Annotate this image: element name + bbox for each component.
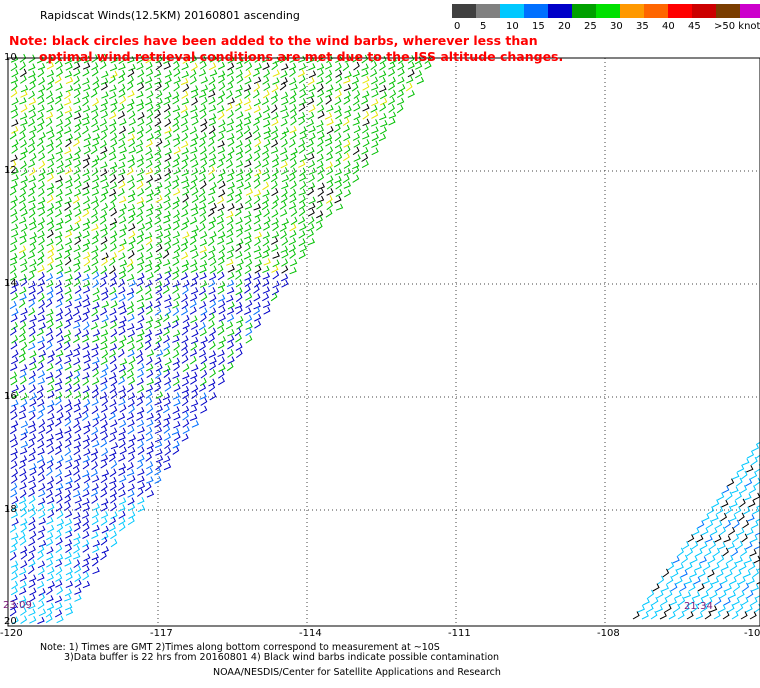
legend-swatch <box>500 4 524 18</box>
longitude-tick: -108 <box>597 628 620 639</box>
map-title: Rapidscat Winds(12.5KM) 20160801 ascendi… <box>40 9 300 22</box>
latitude-tick: 14 <box>4 278 17 289</box>
legend-label: 10 <box>506 21 519 32</box>
legend-label: 0 <box>454 21 461 32</box>
time-label-right: 21:34 <box>684 601 713 612</box>
legend-label: 20 <box>558 21 571 32</box>
longitude-tick: -117 <box>150 628 173 639</box>
legend-label: 35 <box>636 21 649 32</box>
legend-swatch <box>572 4 596 18</box>
legend-label: 25 <box>584 21 597 32</box>
footer-credit: NOAA/NESDIS/Center for Satellite Applica… <box>213 667 501 678</box>
legend-label: 40 <box>662 21 675 32</box>
legend-swatch <box>668 4 692 18</box>
legend-label: 30 <box>610 21 623 32</box>
legend-label: 45 <box>688 21 701 32</box>
legend-label: 15 <box>532 21 545 32</box>
legend-color-bar <box>452 4 760 18</box>
legend-swatch <box>716 4 740 18</box>
legend-swatch <box>548 4 572 18</box>
longitude-tick: -105 <box>744 628 760 639</box>
latitude-tick: 16 <box>4 391 17 402</box>
latitude-tick: 20 <box>4 616 17 627</box>
note-line-2: optimal wind retrieval conditions are me… <box>39 49 564 64</box>
legend-swatch <box>476 4 500 18</box>
legend-swatch <box>524 4 548 18</box>
longitude-tick: -114 <box>299 628 322 639</box>
legend-swatch <box>620 4 644 18</box>
time-label-left: 23:09 <box>3 600 32 611</box>
legend-swatch <box>740 4 760 18</box>
latitude-tick: 12 <box>4 165 17 176</box>
wind-speed-legend: 0 5 10 15 20 25 30 35 40 45 >50 knots <box>452 4 760 34</box>
footer-note-2: 3)Data buffer is 22 hrs from 20160801 4)… <box>64 652 500 663</box>
legend-label: 5 <box>480 21 487 32</box>
map-frame <box>7 57 760 627</box>
wind-barbs <box>9 53 760 625</box>
longitude-tick: -111 <box>448 628 471 639</box>
footer-note-1: Note: 1) Times are GMT 2)Times along bot… <box>40 642 440 653</box>
legend-swatch <box>596 4 620 18</box>
legend-swatch <box>692 4 716 18</box>
legend-swatch <box>452 4 476 18</box>
note-line-1: Note: black circles have been added to t… <box>9 33 538 48</box>
altitude-note: Note: black circles have been added to t… <box>9 33 749 65</box>
latitude-tick: 10 <box>4 52 17 63</box>
legend-swatch <box>644 4 668 18</box>
latitude-tick: 18 <box>4 504 17 515</box>
legend-label: >50 knots <box>714 21 760 32</box>
longitude-tick: -120 <box>0 628 23 639</box>
